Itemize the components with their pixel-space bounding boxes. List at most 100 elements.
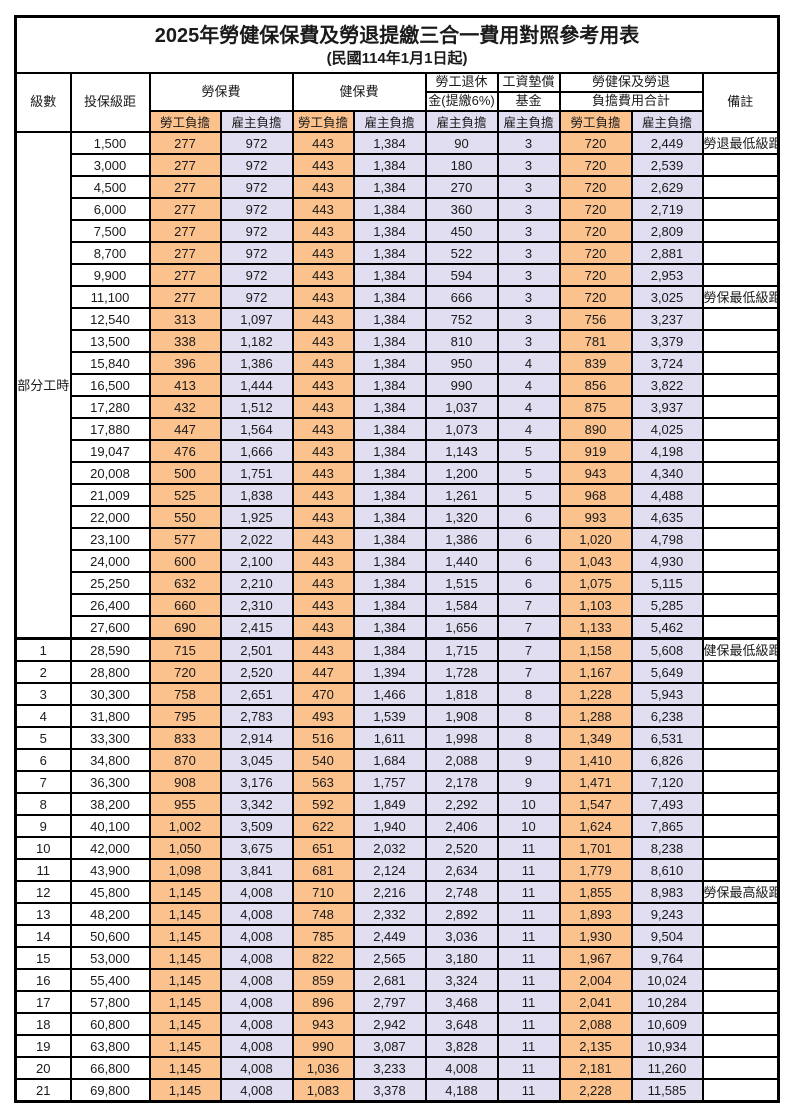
wage-fund-employer-cell: 3 bbox=[496, 263, 561, 287]
wage-fund-employer-cell: 8 bbox=[496, 726, 561, 750]
total-employee-cell: 856 bbox=[558, 373, 633, 397]
total-employer-cell: 2,809 bbox=[630, 219, 704, 243]
health-employee-cell: 493 bbox=[291, 704, 355, 728]
wage-fund-employer-cell: 4 bbox=[496, 395, 561, 419]
health-employer-cell: 1,384 bbox=[352, 219, 427, 243]
salary-cell: 1,500 bbox=[69, 131, 151, 155]
title-cell: 2025年勞健保保費及勞退提繳三合一費用對照參考用表 (民國114年1月1日起) bbox=[14, 15, 780, 74]
wage-fund-employer-cell: 11 bbox=[496, 990, 561, 1014]
salary-cell: 23,100 bbox=[69, 527, 151, 551]
labor-employer-cell: 2,501 bbox=[219, 637, 294, 662]
total-employee-cell: 2,088 bbox=[558, 1012, 633, 1036]
health-employee-cell: 990 bbox=[291, 1034, 355, 1058]
health-employee-cell: 785 bbox=[291, 924, 355, 948]
labor-employer-cell: 1,512 bbox=[219, 395, 294, 419]
total-employer-cell: 8,610 bbox=[630, 858, 704, 882]
salary-cell: 25,250 bbox=[69, 571, 151, 595]
health-employee-cell: 710 bbox=[291, 880, 355, 904]
note-cell bbox=[701, 1012, 780, 1036]
total-employer-cell: 2,953 bbox=[630, 263, 704, 287]
pension-employer-cell: 1,908 bbox=[424, 704, 499, 728]
salary-cell: 45,800 bbox=[69, 880, 151, 904]
health-employer-cell: 3,378 bbox=[352, 1078, 427, 1103]
health-employer-cell: 1,611 bbox=[352, 726, 427, 750]
salary-cell: 19,047 bbox=[69, 439, 151, 463]
level-cell: 12 bbox=[14, 880, 72, 904]
labor-employer-cell: 2,310 bbox=[219, 593, 294, 617]
labor-employer-cell: 3,675 bbox=[219, 836, 294, 860]
wage-fund-employer-cell: 8 bbox=[496, 682, 561, 706]
pension-employer-cell: 1,515 bbox=[424, 571, 499, 595]
total-employee-cell: 1,410 bbox=[558, 748, 633, 772]
labor-employer-cell: 4,008 bbox=[219, 1056, 294, 1080]
total-employee-cell: 993 bbox=[558, 505, 633, 529]
total-employee-cell: 1,701 bbox=[558, 836, 633, 860]
labor-employee-cell: 277 bbox=[148, 175, 222, 199]
header-health-group: 健保費 bbox=[291, 72, 427, 112]
health-employee-cell: 470 bbox=[291, 682, 355, 706]
table-row: 26,400 660 2,310 443 1,384 1,584 7 1,103 5,285 bbox=[16, 593, 780, 617]
wage-fund-employer-cell: 7 bbox=[496, 637, 561, 662]
note-cell: 勞保最高級距 bbox=[701, 880, 780, 904]
labor-employer-cell: 4,008 bbox=[219, 968, 294, 992]
labor-employee-cell: 396 bbox=[148, 351, 222, 375]
level-cell: 14 bbox=[14, 924, 72, 948]
pension-employer-cell: 4,008 bbox=[424, 1056, 499, 1080]
health-employee-cell: 443 bbox=[291, 571, 355, 595]
total-employee-cell: 2,135 bbox=[558, 1034, 633, 1058]
health-employee-cell: 443 bbox=[291, 637, 355, 662]
health-employer-cell: 1,384 bbox=[352, 285, 427, 309]
total-employer-cell: 3,822 bbox=[630, 373, 704, 397]
salary-cell: 24,000 bbox=[69, 549, 151, 573]
health-employee-cell: 443 bbox=[291, 263, 355, 287]
salary-cell: 50,600 bbox=[69, 924, 151, 948]
health-employee-cell: 443 bbox=[291, 395, 355, 419]
health-employee-cell: 443 bbox=[291, 593, 355, 617]
salary-cell: 55,400 bbox=[69, 968, 151, 992]
labor-employee-cell: 277 bbox=[148, 153, 222, 177]
table-row: 8 38,200 955 3,342 592 1,849 2,292 10 1,547 7,493 bbox=[14, 792, 780, 816]
total-employee-cell: 720 bbox=[558, 263, 633, 287]
page-title: 2025年勞健保保費及勞退提繳三合一費用對照參考用表 bbox=[154, 24, 640, 47]
level-cell: 5 bbox=[14, 726, 72, 750]
table-row: 17,280 432 1,512 443 1,384 1,037 4 875 3,937 bbox=[16, 395, 780, 419]
health-employer-cell: 1,466 bbox=[352, 682, 427, 706]
health-employer-cell: 1,940 bbox=[352, 814, 427, 838]
table-row: 10 42,000 1,050 3,675 651 2,032 2,520 11 1,701 8,… bbox=[14, 836, 780, 860]
health-employer-cell: 2,032 bbox=[352, 836, 427, 860]
labor-employer-cell: 4,008 bbox=[219, 946, 294, 970]
level-cell: 17 bbox=[14, 990, 72, 1014]
labor-employer-cell: 972 bbox=[219, 263, 294, 287]
labor-employee-cell: 277 bbox=[148, 131, 222, 155]
total-employer-cell: 2,629 bbox=[630, 175, 704, 199]
health-employee-cell: 943 bbox=[291, 1012, 355, 1036]
salary-cell: 40,100 bbox=[69, 814, 151, 838]
health-employee-cell: 1,036 bbox=[291, 1056, 355, 1080]
wage-fund-employer-cell: 11 bbox=[496, 924, 561, 948]
labor-employee-cell: 833 bbox=[148, 726, 222, 750]
health-employer-cell: 1,384 bbox=[352, 175, 427, 199]
wage-fund-employer-cell: 3 bbox=[496, 285, 561, 309]
total-employer-cell: 2,449 bbox=[630, 131, 704, 155]
table-row: 部分工時 1,500 277 972 443 1,384 90 3 720 2,449 勞退最低級距 bbox=[14, 131, 780, 640]
wage-fund-employer-cell: 11 bbox=[496, 902, 561, 926]
subheader-pension-employer: 雇主負擔 bbox=[424, 110, 499, 133]
health-employee-cell: 443 bbox=[291, 439, 355, 463]
wage-fund-employer-cell: 6 bbox=[496, 571, 561, 595]
wage-fund-employer-cell: 11 bbox=[496, 836, 561, 860]
salary-cell: 9,900 bbox=[69, 263, 151, 287]
header-row-1: 級數 投保級距 勞保費 健保費 勞工退休 工資墊償 勞健保及勞退 備註 bbox=[14, 72, 780, 133]
labor-employee-cell: 1,002 bbox=[148, 814, 222, 838]
salary-cell: 69,800 bbox=[69, 1078, 151, 1103]
health-employee-cell: 443 bbox=[291, 373, 355, 397]
note-cell bbox=[701, 792, 780, 816]
wage-fund-employer-cell: 11 bbox=[496, 880, 561, 904]
note-cell bbox=[701, 858, 780, 882]
health-employer-cell: 1,384 bbox=[352, 373, 427, 397]
labor-employee-cell: 413 bbox=[148, 373, 222, 397]
wage-fund-employer-cell: 11 bbox=[496, 946, 561, 970]
total-employee-cell: 720 bbox=[558, 131, 633, 155]
wage-fund-employer-cell: 4 bbox=[496, 373, 561, 397]
wage-fund-employer-cell: 11 bbox=[496, 1012, 561, 1036]
